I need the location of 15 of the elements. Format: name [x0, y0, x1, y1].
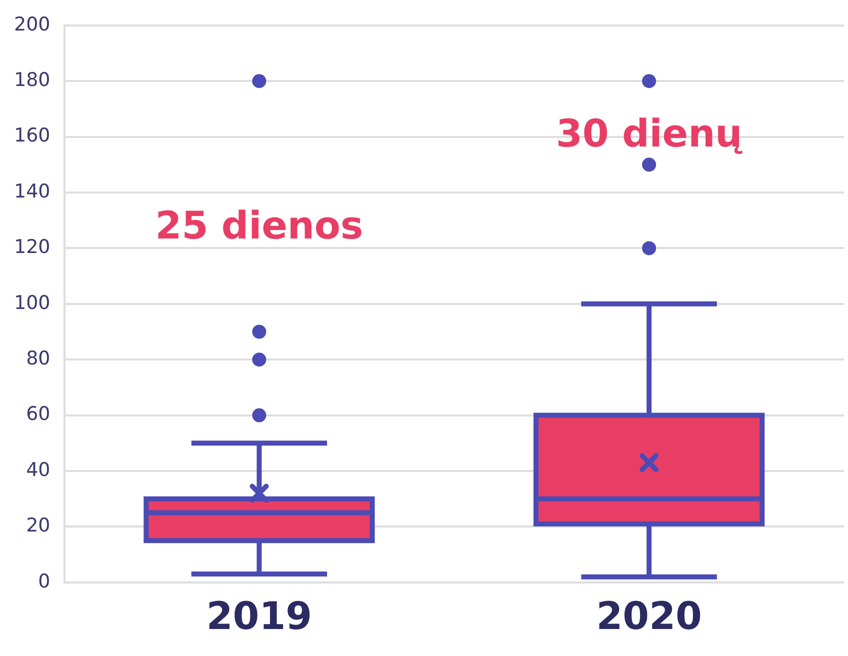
- y-tick-label: 120: [14, 236, 50, 258]
- y-tick-label: 0: [38, 570, 50, 592]
- y-tick-label: 100: [14, 292, 50, 314]
- x-tick-label: 2019: [206, 594, 312, 638]
- y-tick-label: 180: [14, 69, 50, 92]
- y-tick-label: 160: [14, 124, 50, 147]
- annotation: 30 dienų: [556, 112, 744, 156]
- annotation: 25 dienos: [155, 204, 364, 248]
- y-tick-label: 200: [14, 13, 50, 36]
- y-tick-label: 140: [14, 180, 50, 202]
- y-tick-label: 80: [26, 348, 50, 370]
- x-tick-label: 2020: [596, 594, 702, 638]
- y-tick-label: 40: [26, 458, 50, 481]
- y-tick-label: 20: [26, 514, 50, 537]
- y-tick-label: 60: [26, 403, 50, 426]
